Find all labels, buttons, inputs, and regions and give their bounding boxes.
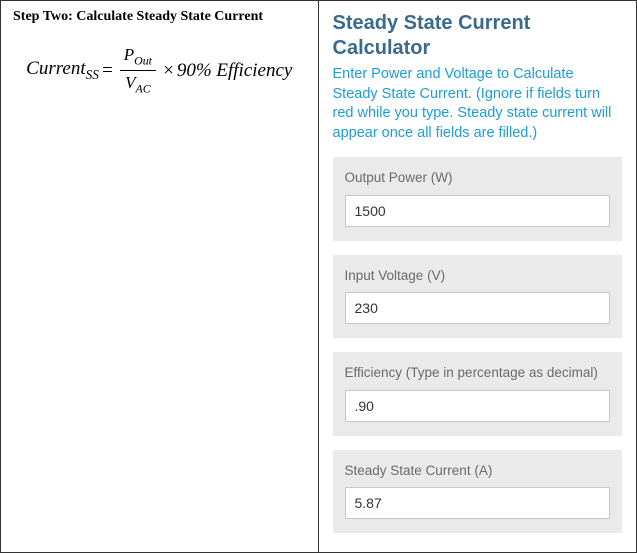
formula-lhs-sub: SS	[86, 67, 99, 82]
left-panel: Step Two: Calculate Steady State Current…	[1, 1, 319, 552]
calculator-description: Enter Power and Voltage to Calculate Ste…	[333, 65, 623, 143]
efficiency-label: Efficiency (Type in percentage as decima…	[345, 364, 611, 382]
efficiency-group: Efficiency (Type in percentage as decima…	[333, 352, 623, 436]
input-voltage-group: Input Voltage (V)	[333, 255, 623, 339]
formula-den-sub: AC	[135, 82, 150, 96]
steady-state-current-label: Steady State Current (A)	[345, 462, 611, 480]
formula-rhs: 90% Efficiency	[177, 60, 293, 82]
input-voltage-input[interactable]	[345, 292, 611, 324]
right-panel: Steady State Current Calculator Enter Po…	[319, 1, 637, 552]
steady-state-current-group: Steady State Current (A)	[333, 450, 623, 534]
calculator-title: Steady State Current Calculator	[333, 11, 623, 61]
formula-den-main: V	[125, 73, 135, 92]
formula-lhs: CurrentSS	[26, 58, 99, 83]
formula-numerator: POut	[120, 45, 156, 71]
formula: CurrentSS = POut VAC × 90% Efficiency	[13, 45, 306, 97]
formula-times: ×	[162, 60, 175, 82]
main-container: Step Two: Calculate Steady State Current…	[0, 0, 637, 553]
step-title: Step Two: Calculate Steady State Current	[13, 9, 306, 25]
steady-state-current-input[interactable]	[345, 487, 611, 519]
formula-eq: =	[101, 60, 114, 82]
efficiency-input[interactable]	[345, 390, 611, 422]
formula-num-main: P	[124, 45, 134, 64]
formula-lhs-main: Current	[26, 58, 85, 79]
formula-num-sub: Out	[134, 53, 152, 67]
output-power-group: Output Power (W)	[333, 157, 623, 241]
formula-fraction: POut VAC	[120, 45, 156, 97]
output-power-input[interactable]	[345, 195, 611, 227]
input-voltage-label: Input Voltage (V)	[345, 267, 611, 285]
output-power-label: Output Power (W)	[345, 169, 611, 187]
formula-denominator: VAC	[121, 71, 155, 96]
